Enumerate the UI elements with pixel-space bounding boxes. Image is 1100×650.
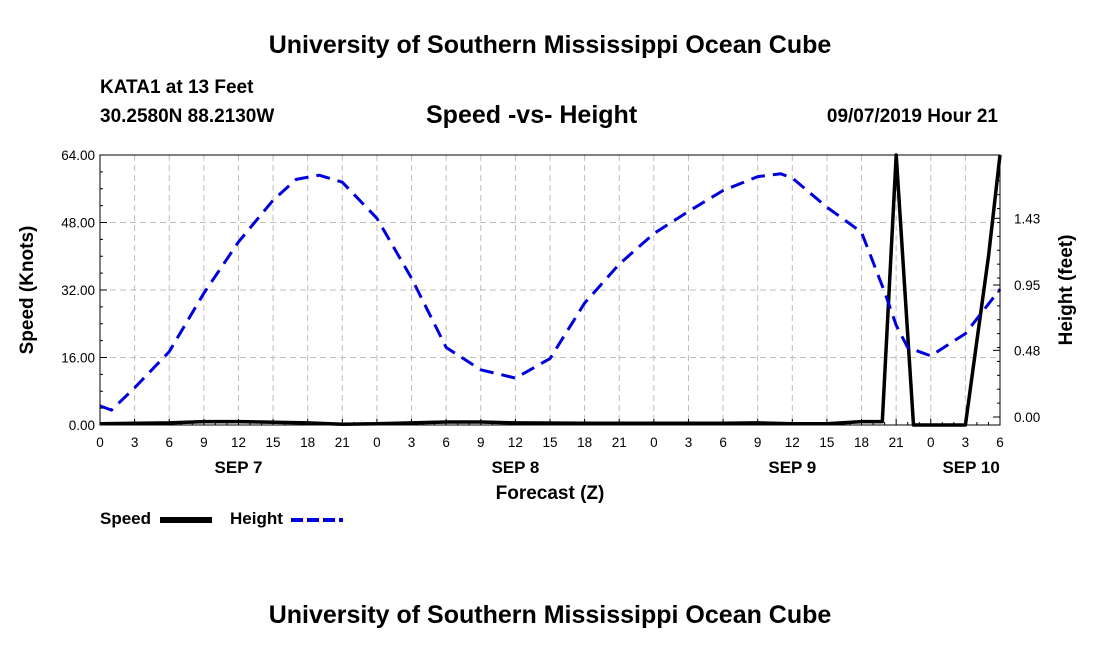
legend-height-label: Height [230, 509, 283, 528]
y2-axis-title: Height (feet) [1056, 235, 1077, 346]
x-tick-label: 21 [889, 435, 904, 450]
axis-labels: 0 3 6 9 12 15 18 21 0 3 6 9 12 15 18 21 0 3 6 9 12 15 18 21 0 3 60… [17, 148, 1077, 504]
x-tick-label: 6 [165, 435, 173, 450]
plot-frame [99, 154, 1001, 426]
legend-speed-label: Speed [100, 509, 152, 528]
grid-lines [100, 155, 1000, 425]
x-tick-label: 12 [785, 435, 800, 450]
x-day-label: SEP 10 [942, 458, 999, 477]
x-day-label: SEP 8 [491, 458, 539, 477]
y-tick-label: 32.00 [61, 283, 95, 298]
x-tick-label: 6 [442, 435, 450, 450]
y-axis-title: Speed (Knots) [17, 226, 38, 355]
x-tick-label: 15 [819, 435, 834, 450]
y2-tick-label: 1.43 [1014, 211, 1040, 226]
y-tick-label: 16.00 [61, 351, 95, 366]
x-tick-label: 0 [927, 435, 935, 450]
axes [99, 154, 1001, 426]
chart-title: Speed -vs- Height [426, 101, 638, 129]
page-header-title: University of Southern Mississippi Ocean… [268, 31, 832, 59]
y2-tick-label: 0.00 [1014, 410, 1040, 425]
x-day-label: SEP 9 [768, 458, 816, 477]
page-footer-title: University of Southern Mississippi Ocean… [268, 601, 832, 629]
x-axis-title: Forecast (Z) [496, 483, 605, 504]
x-tick-label: 12 [508, 435, 523, 450]
x-tick-label: 21 [612, 435, 627, 450]
x-tick-label: 3 [685, 435, 693, 450]
y2-tick-label: 0.95 [1014, 278, 1040, 293]
coordinates-label: 30.2580N 88.2130W [100, 106, 275, 127]
x-tick-label: 3 [962, 435, 970, 450]
x-tick-label: 9 [754, 435, 762, 450]
x-tick-label: 3 [131, 435, 139, 450]
x-tick-label: 6 [996, 435, 1004, 450]
forecast-date-label: 09/07/2019 Hour 21 [826, 106, 998, 127]
y-tick-label: 48.00 [61, 216, 95, 231]
x-tick-label: 3 [408, 435, 416, 450]
x-tick-label: 18 [854, 435, 869, 450]
x-tick-label: 15 [266, 435, 281, 450]
station-label: KATA1 at 13 Feet [100, 77, 254, 98]
x-tick-label: 15 [542, 435, 557, 450]
x-tick-label: 21 [335, 435, 350, 450]
x-tick-label: 6 [719, 435, 727, 450]
x-tick-label: 9 [200, 435, 208, 450]
y-tick-label: 64.00 [61, 148, 95, 163]
x-tick-label: 0 [96, 435, 104, 450]
series-height-line [99, 172, 1002, 412]
x-day-label: SEP 7 [215, 458, 263, 477]
y-tick-label: 0.00 [69, 418, 95, 433]
x-tick-label: 18 [577, 435, 592, 450]
x-tick-label: 12 [231, 435, 246, 450]
y2-tick-label: 0.48 [1014, 343, 1040, 358]
x-tick-label: 0 [373, 435, 381, 450]
x-tick-label: 18 [300, 435, 315, 450]
x-tick-label: 0 [650, 435, 658, 450]
x-tick-label: 9 [477, 435, 485, 450]
